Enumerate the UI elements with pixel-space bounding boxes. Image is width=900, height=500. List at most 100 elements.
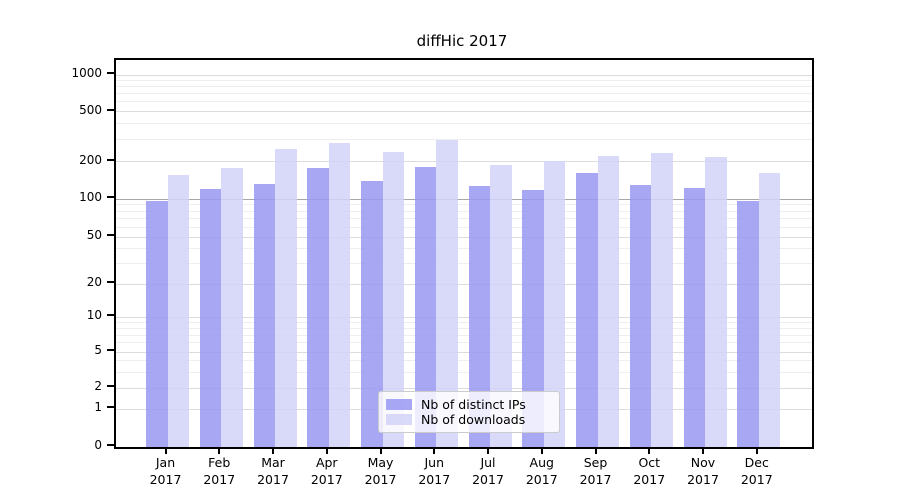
- x-tick: [218, 447, 221, 454]
- bar-downloads: [597, 156, 619, 447]
- y-tick-label: 2: [94, 379, 102, 393]
- bar-downloads: [490, 165, 512, 447]
- x-tick: [272, 447, 274, 454]
- y-tick: [107, 349, 114, 351]
- y-tick: [107, 158, 114, 161]
- legend-label-distinct-ips: Nb of distinct IPs: [421, 397, 526, 412]
- minor-gridline: [116, 210, 812, 212]
- minor-gridline: [116, 80, 812, 82]
- x-tick-year: 2017: [740, 472, 773, 487]
- x-tick-label: Nov 2017: [676, 454, 730, 488]
- bar-distinct-ips: [737, 201, 759, 447]
- minor-gridline: [116, 334, 812, 336]
- x-tick-label: Jan 2017: [139, 454, 193, 488]
- y-tick-label: 0: [94, 438, 102, 452]
- x-tick-year: 2017: [149, 472, 182, 487]
- bar-distinct-ips: [307, 167, 329, 447]
- x-tick: [702, 447, 704, 454]
- y-tick-label: 100: [79, 190, 102, 204]
- major-gridline: [116, 351, 812, 353]
- major-gridline: [116, 161, 812, 162]
- bar-downloads: [758, 172, 781, 447]
- y-tick-label: 1: [94, 400, 102, 414]
- x-tick-year: 2017: [203, 472, 236, 487]
- y-tick-label: 20: [86, 275, 102, 289]
- major-gridline: [116, 74, 812, 76]
- x-tick-label: Sep 2017: [569, 454, 623, 488]
- x-tick-year: 2017: [418, 472, 451, 487]
- major-gridline: [116, 316, 812, 318]
- minor-gridline: [116, 321, 812, 323]
- x-tick: [164, 447, 167, 454]
- y-tick-label: 200: [79, 152, 102, 167]
- legend: Nb of distinct IPs Nb of downloads: [378, 391, 560, 433]
- major-gridline: [116, 283, 812, 285]
- x-tick-label: Jul 2017: [461, 454, 515, 488]
- bar-downloads: [705, 156, 727, 447]
- y-tick-label: 5: [94, 343, 102, 357]
- bar-distinct-ips: [253, 183, 275, 447]
- legend-entry-distinct-ips: Nb of distinct IPs: [386, 397, 551, 412]
- bar-distinct-ips: [468, 186, 490, 447]
- minor-gridline: [116, 123, 812, 125]
- minor-gridline: [116, 93, 812, 95]
- x-tick-year: 2017: [364, 472, 397, 487]
- x-tick-label: Jun 2017: [407, 454, 461, 488]
- x-tick-label: Feb 2017: [192, 454, 246, 488]
- chart-title: diffHic 2017: [416, 32, 508, 50]
- bar-downloads: [543, 161, 566, 447]
- bar-distinct-ips: [522, 189, 544, 447]
- bar-downloads: [651, 152, 673, 447]
- y-tick: [107, 234, 114, 236]
- legend-swatch-distinct-ips: [386, 399, 412, 410]
- bar-distinct-ips: [361, 180, 383, 447]
- x-tick-label: Oct 2017: [622, 454, 676, 488]
- minor-gridline: [116, 86, 812, 88]
- x-tick-label: Apr 2017: [300, 454, 354, 488]
- minor-gridline: [116, 327, 812, 329]
- x-tick-year: 2017: [257, 472, 289, 487]
- x-tick: [325, 447, 328, 454]
- bar-downloads: [436, 140, 458, 447]
- x-tick: [487, 447, 489, 454]
- x-tick-year: 2017: [525, 472, 558, 487]
- x-tick: [379, 447, 382, 454]
- bar-downloads: [221, 167, 243, 447]
- bar-distinct-ips: [576, 172, 598, 447]
- x-tick-label: Aug 2017: [515, 454, 569, 488]
- legend-entry-downloads: Nb of downloads: [386, 412, 551, 427]
- minor-gridline: [116, 138, 812, 140]
- bar-downloads: [382, 152, 404, 447]
- bar-downloads: [275, 148, 297, 447]
- minor-gridline: [116, 101, 812, 103]
- x-tick-label: Dec 2017: [730, 454, 784, 488]
- y-tick: [107, 196, 114, 198]
- bar-downloads: [167, 175, 189, 447]
- major-gridline: [116, 236, 812, 238]
- x-tick-year: 2017: [579, 472, 612, 487]
- minor-gridline: [116, 218, 812, 220]
- minor-gridline: [116, 204, 812, 206]
- minor-gridline: [116, 247, 812, 249]
- y-tick-label: 1000: [71, 66, 102, 80]
- y-tick: [107, 385, 114, 387]
- x-tick-year: 2017: [633, 472, 666, 487]
- y-tick: [107, 444, 114, 446]
- x-tick: [433, 447, 436, 454]
- bar-distinct-ips: [683, 188, 705, 447]
- x-tick-label: Mar 2017: [246, 454, 300, 488]
- y-tick: [107, 406, 114, 408]
- x-tick-year: 2017: [310, 472, 343, 487]
- x-tick-label: May 2017: [354, 454, 408, 488]
- major-gridline: [116, 387, 812, 389]
- minor-gridline: [116, 262, 812, 264]
- bar-distinct-ips: [199, 189, 222, 447]
- major-gridline: [116, 198, 812, 200]
- x-tick: [755, 447, 758, 454]
- x-tick: [648, 447, 651, 454]
- bar-distinct-ips: [146, 200, 168, 447]
- bar-downloads: [328, 142, 351, 447]
- y-tick: [107, 108, 114, 111]
- y-tick: [107, 72, 114, 74]
